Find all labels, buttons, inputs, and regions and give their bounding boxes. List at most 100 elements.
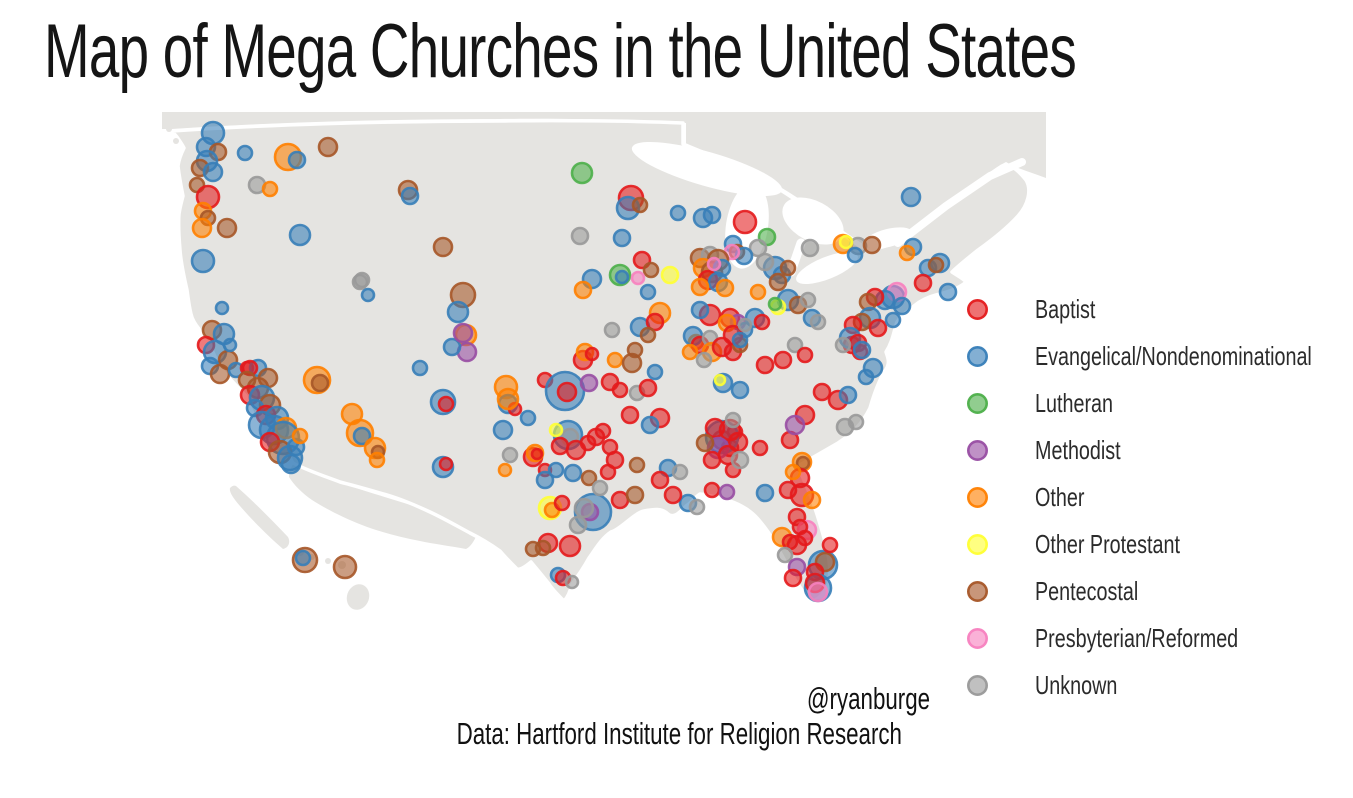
church-dot-evangelical-nondenominational	[669, 204, 687, 222]
church-dot-evangelical-nondenominational	[852, 340, 872, 360]
church-dot-other	[749, 283, 767, 301]
church-dot-evangelical-nondenominational	[857, 368, 875, 386]
church-dot-baptist	[558, 534, 582, 558]
church-dot-baptist	[530, 447, 544, 461]
church-dot-pentecostal	[862, 235, 882, 255]
church-dot-baptist	[620, 405, 640, 425]
church-dot-pentecostal	[927, 256, 945, 274]
church-dot-evangelical-nondenominational	[294, 549, 312, 567]
church-dot-other-protestant	[548, 422, 564, 438]
legend-swatch-baptist	[967, 298, 988, 320]
church-dot-unknown	[570, 226, 590, 246]
church-dot-evangelical-nondenominational	[731, 331, 749, 349]
church-dot-other-protestant	[713, 373, 727, 387]
church-dot-evangelical-nondenominational	[280, 453, 302, 475]
church-dot-baptist	[773, 350, 793, 370]
church-dot-pentecostal	[695, 433, 715, 453]
church-dot-pentecostal	[310, 373, 330, 393]
church-dot-evangelical-nondenominational	[690, 300, 710, 320]
lake-huron	[782, 197, 844, 245]
church-dot-unknown	[800, 238, 820, 258]
legend-swatch-presbyterian-reformed	[967, 627, 988, 649]
church-dot-unknown	[573, 497, 595, 519]
legend-item-baptist: Baptist	[962, 294, 1115, 324]
church-dot-unknown	[603, 321, 621, 339]
church-dot-evangelical-nondenominational	[730, 380, 750, 400]
church-dot-pentecostal	[642, 261, 660, 279]
church-dot-evangelical-nondenominational	[360, 287, 376, 303]
church-dot-evangelical-nondenominational	[646, 363, 664, 381]
legend-swatch-other	[967, 486, 988, 508]
page-title: Map of Mega Churches in the United State…	[44, 9, 1077, 94]
church-dot-evangelical-nondenominational	[492, 419, 514, 441]
church-dot-unknown	[834, 336, 852, 354]
church-dot-methodist	[452, 322, 474, 344]
church-dot-baptist	[438, 456, 454, 472]
church-dot-baptist	[599, 463, 617, 481]
church-dot-other	[191, 217, 213, 239]
church-dot-unknown	[847, 413, 865, 431]
church-dot-evangelical-nondenominational	[202, 161, 224, 183]
church-dot-baptist	[611, 381, 629, 399]
church-dot-evangelical-nondenominational	[287, 150, 307, 170]
church-dot-lutheran	[767, 296, 783, 312]
church-dot-unknown	[501, 446, 519, 464]
church-dot-other	[690, 277, 710, 297]
church-dot-lutheran	[570, 161, 594, 185]
church-dot-other	[368, 451, 386, 469]
church-dot-baptist	[868, 318, 888, 338]
mexico-context-shape	[289, 464, 477, 549]
church-dot-baptist	[601, 438, 619, 456]
church-dot-unknown	[591, 479, 609, 497]
church-dot-unknown	[737, 317, 753, 333]
puget-island	[166, 126, 172, 132]
church-dot-methodist	[718, 483, 736, 501]
church-dot-other	[497, 462, 513, 478]
church-dot-other	[261, 180, 279, 198]
church-dot-unknown	[786, 336, 804, 354]
legend-swatch-methodist	[967, 439, 988, 461]
church-dot-baptist	[610, 490, 630, 510]
church-dot-baptist	[812, 382, 832, 402]
church-dot-baptist	[796, 346, 814, 364]
church-dot-pentecostal	[631, 196, 649, 214]
church-dot-baptist	[796, 529, 814, 547]
church-dot-baptist	[556, 381, 578, 403]
legend-item-pentecostal: Pentecostal	[962, 576, 1171, 606]
church-dot-unknown	[799, 291, 817, 309]
church-dot-evangelical-nondenominational	[838, 385, 858, 405]
church-dot-baptist	[755, 355, 775, 375]
church-dot-unknown	[353, 271, 371, 289]
church-dot-evangelical-nondenominational	[190, 248, 216, 274]
church-dot-baptist	[821, 536, 839, 554]
church-dot-unknown	[695, 351, 713, 369]
church-dot-baptist	[553, 494, 571, 512]
church-dot-baptist	[645, 312, 665, 332]
church-dot-pentecostal	[628, 456, 646, 474]
legend-item-lutheran: Lutheran	[962, 388, 1138, 418]
church-dot-baptist	[584, 346, 600, 362]
church-dot-evangelical-nondenominational	[236, 144, 254, 162]
legend-label-baptist: Baptist	[1035, 293, 1096, 324]
legend-label-other-protestant: Other Protestant	[1035, 528, 1180, 559]
church-dot-other	[606, 351, 624, 369]
baja-context-shape	[229, 485, 290, 549]
legend-item-other: Other	[962, 482, 1100, 512]
church-dot-baptist	[703, 481, 721, 499]
church-dot-pentecostal	[580, 469, 598, 487]
church-dot-unknown	[688, 498, 706, 516]
legend-label-unknown: Unknown	[1035, 669, 1118, 700]
legend-label-presbyterian-reformed: Presbyterian/Reformed	[1035, 622, 1239, 653]
legend-swatch-lutheran	[967, 392, 988, 414]
church-dot-other	[681, 343, 699, 361]
church-dot-pentecostal	[209, 363, 231, 385]
legend-item-other-protestant: Other Protestant	[962, 529, 1226, 559]
church-dot-evangelical-nondenominational	[892, 296, 912, 316]
church-dot-evangelical-nondenominational	[288, 223, 312, 247]
church-dot-pentecostal	[332, 554, 358, 580]
legend-swatch-unknown	[967, 674, 988, 696]
church-dot-pentecostal	[768, 272, 788, 292]
church-dot-baptist	[753, 313, 771, 331]
legend-item-unknown: Unknown	[962, 670, 1143, 700]
legend-label-evangelical-nondenominational: Evangelical/Nondenominational	[1035, 340, 1312, 371]
